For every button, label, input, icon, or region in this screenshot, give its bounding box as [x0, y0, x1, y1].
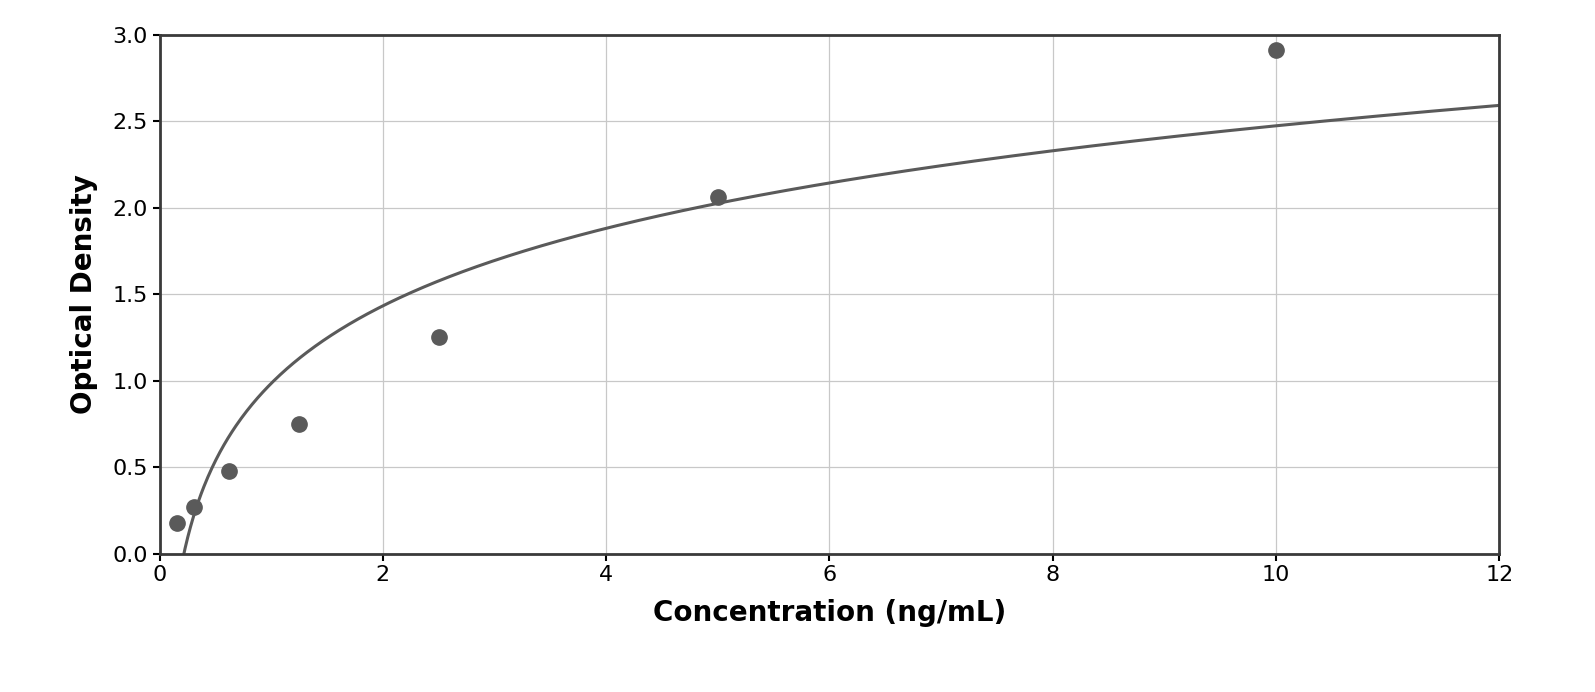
Point [287, 418, 313, 429]
Point [182, 501, 207, 512]
Point [217, 465, 242, 476]
Point [164, 518, 190, 529]
Point [1263, 45, 1289, 56]
X-axis label: Concentration (ng/mL): Concentration (ng/mL) [652, 599, 1006, 627]
Point [426, 332, 451, 343]
Point [705, 192, 731, 203]
Y-axis label: Optical Density: Optical Density [70, 174, 99, 414]
